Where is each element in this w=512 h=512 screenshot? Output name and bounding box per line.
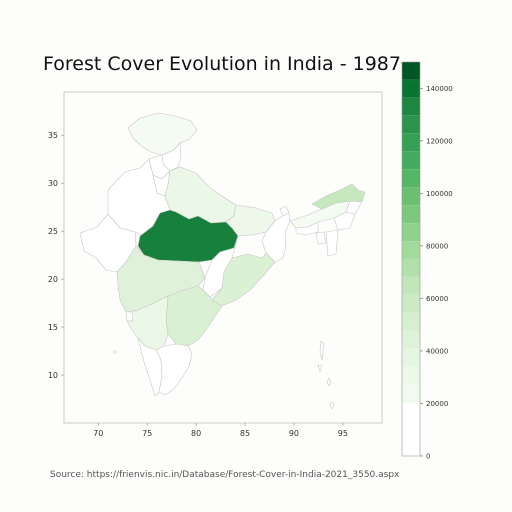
colorbar-segment [402,187,420,206]
colorbar-segment [402,133,420,152]
colorbar-segment [402,366,420,385]
colorbar-segment [402,276,420,296]
x-tick-label: 75 [142,429,152,438]
colorbar-segment [402,294,420,314]
y-tick-label: 35 [48,131,58,140]
x-tick-label: 90 [289,429,299,438]
colorbar-segment [402,330,420,349]
colorbar-tick-label: 100000 [426,190,453,198]
x-axis: 70 75 80 85 90 95 [93,423,348,438]
region-west-bengal [261,212,291,263]
colorbar-segment [402,79,420,99]
region-tripura [315,231,327,245]
y-tick-label: 20 [48,275,58,284]
colorbar-tick-label: 140000 [426,85,453,93]
region-andhra-pradesh [165,285,223,347]
colorbar: 0 20000 40000 60000 80000 100000 120000 140000 [401,61,453,461]
map-frame [63,91,383,424]
y-tick-label: 25 [48,227,58,236]
colorbar-tick-label: 0 [426,453,430,461]
region-jammu-kashmir [127,112,198,156]
source-note: Source: https://frienvis.nic.in/Database… [50,470,400,480]
colorbar-tick-label: 80000 [426,242,448,250]
colorbar-segment [402,205,420,224]
colorbar-segment [402,420,420,439]
region-manipur [333,211,356,231]
region-mizoram [325,229,339,257]
colorbar-segment [402,348,420,367]
colorbar-segment [402,97,420,117]
map-regions [79,112,366,410]
colorbar-segment [402,438,420,457]
colorbar-tick-label: 60000 [426,295,448,303]
x-tick-label: 95 [338,429,348,438]
y-tick-label: 30 [48,179,58,188]
colorbar-segment [402,384,420,403]
region-lakshadweep [113,350,117,354]
colorbar-segment [402,241,420,260]
y-tick-label: 10 [48,371,58,380]
colorbar-segment [402,169,420,188]
colorbar-segment [402,402,420,421]
colorbar-tick-label: 20000 [426,400,448,408]
colorbar-segment [402,151,420,170]
colorbar-tick-label: 40000 [426,347,448,355]
region-andaman-nicobar [317,340,335,410]
colorbar-frame [401,61,421,457]
region-meghalaya [295,221,319,236]
region-odisha [211,252,276,307]
x-tick-label: 70 [93,429,103,438]
colorbar-tick-label: 120000 [426,137,453,145]
region-arunachal-pradesh [311,183,366,210]
y-tick-label: 15 [48,323,58,332]
colorbar-segment [402,62,420,81]
colorbar-segment [402,259,420,278]
region-bihar [225,204,276,237]
figure-title: Forest Cover Evolution in India - 1987 [43,53,401,75]
colorbar-segment [402,223,420,242]
y-axis: 10 15 20 25 30 35 [48,131,64,380]
colorbar-segment [402,115,420,135]
x-tick-label: 80 [191,429,201,438]
region-tamil-nadu [155,343,193,396]
colorbar-segment [402,312,420,332]
x-tick-label: 85 [240,429,250,438]
